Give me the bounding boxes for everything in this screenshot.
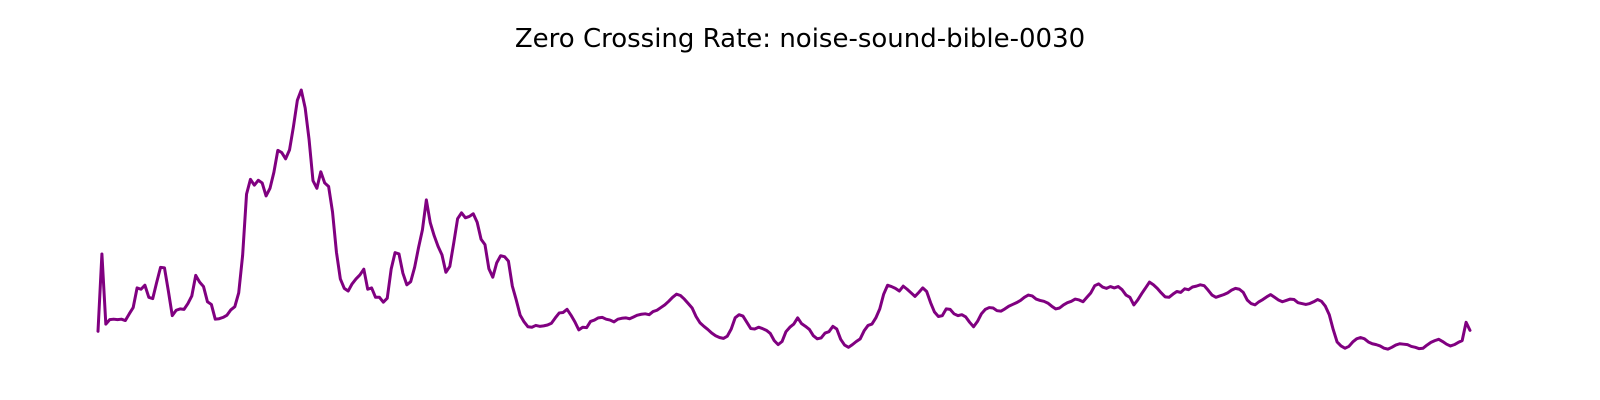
series-layer: [96, 88, 1472, 351]
series-line-0: [96, 88, 1472, 351]
chart-title: Zero Crossing Rate: noise-sound-bible-00…: [514, 24, 1086, 54]
